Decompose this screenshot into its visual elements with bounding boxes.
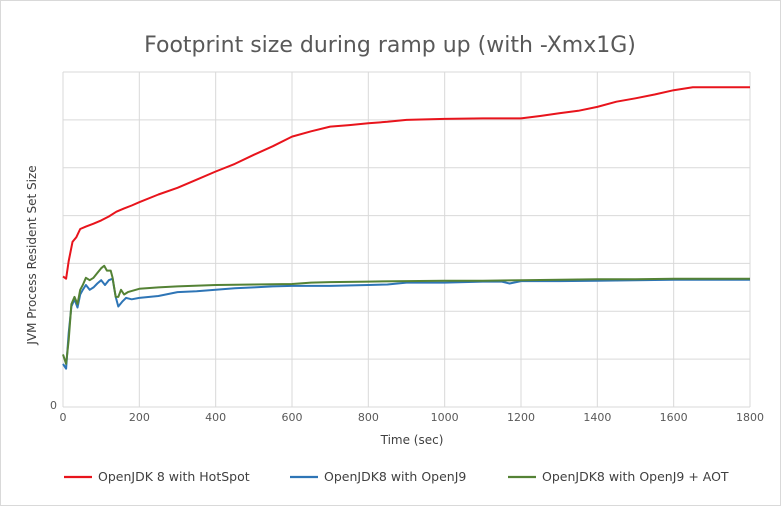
x-tick-label: 1000 <box>431 411 459 424</box>
legend-label-1: OpenJDK 8 with HotSpot <box>98 469 250 484</box>
x-tick-label: 0 <box>60 411 67 424</box>
legend: OpenJDK 8 with HotSpot OpenJDK8 with Open… <box>64 469 729 484</box>
gridlines <box>62 71 751 408</box>
legend-label-2: OpenJDK8 with OpenJ9 <box>324 469 466 484</box>
series-line-3 <box>62 264 750 365</box>
x-tick-label: 1800 <box>736 411 764 424</box>
x-tick-label: 400 <box>205 411 226 424</box>
x-tick-label: 200 <box>129 411 150 424</box>
x-axis-label: Time (sec) <box>380 433 444 447</box>
series-line-1 <box>62 86 750 280</box>
x-tick-label: 1600 <box>660 411 688 424</box>
x-tick-label: 1400 <box>583 411 611 424</box>
x-tick-label: 1200 <box>507 411 535 424</box>
chart-title: Footprint size during ramp up (with -Xmx… <box>144 33 636 58</box>
x-tick-label: 600 <box>282 411 303 424</box>
y-axis-label: JVM Process Resident Set Size <box>25 165 39 345</box>
series-line-2 <box>62 277 750 370</box>
y-tick-label: 0 <box>50 399 57 412</box>
series-lines <box>62 86 750 370</box>
y-axis-ticks: 0 <box>50 399 57 412</box>
x-tick-label: 800 <box>358 411 379 424</box>
legend-label-3: OpenJDK8 with OpenJ9 + AOT <box>542 469 729 484</box>
x-axis-ticks: 0 200 400 600 800 1000 1200 1400 1600 1800 <box>60 411 765 424</box>
